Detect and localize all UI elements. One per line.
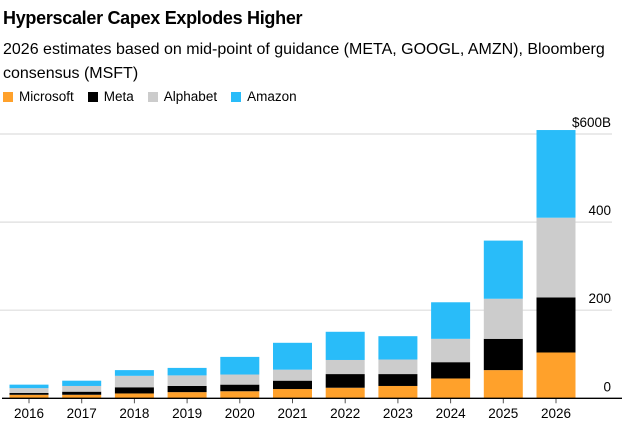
bar-segment [167,367,207,376]
bar-segment [325,331,365,360]
bar-segment [9,384,49,389]
x-tick-label: 2019 [172,406,202,421]
legend-swatch [231,91,242,102]
bar-segment [325,387,365,399]
x-tick-label: 2022 [330,406,360,421]
bar-segment [483,370,523,399]
legend-swatch [3,91,13,102]
x-tick-label: 2017 [67,406,97,421]
bar-segment [114,375,154,388]
y-tick-label: 0 [603,379,611,394]
bar-segment [9,394,49,399]
bar-segment [536,217,576,298]
bar-segment [536,130,576,218]
bar-segment [378,374,418,386]
legend-label: Meta [103,89,134,104]
legend-swatch [147,91,158,102]
bar-segment [325,374,365,388]
x-tick-label: 2016 [14,406,44,421]
bar-segment [167,375,207,386]
legend-label: Amazon [247,89,297,104]
bar-segment [62,391,102,395]
bar-segment [220,391,260,399]
bar-segment [220,356,260,375]
bar-segment [9,393,49,395]
legend-swatch [87,91,98,102]
bar-segment [273,342,312,370]
bar-segment [220,374,260,385]
x-tick-label: 2025 [488,406,518,421]
bar-segment [62,385,102,392]
y-tick-label: $600B [572,115,611,130]
x-tick-label: 2020 [225,406,255,421]
legend-item: Amazon [231,89,297,104]
legend-item: Alphabet [147,89,218,104]
bar-segment [431,338,471,363]
x-tick-label: 2023 [383,406,413,421]
bar-segment [9,388,49,394]
bar-segment [114,370,154,376]
bar-segment [114,387,154,394]
bar-segment [431,378,471,399]
bar-segment [167,385,207,393]
x-tick-label: 2018 [119,406,149,421]
bar-segment [536,352,576,399]
bar-segment [378,359,418,375]
legend-item: Microsoft [3,89,74,104]
bar-segment [167,392,207,399]
y-tick-label: 200 [588,291,611,306]
bar-segment [483,298,523,339]
bar-segment [536,297,576,353]
bar-segment [325,359,365,375]
bar-segment [483,240,523,299]
legend-label: Alphabet [163,89,218,104]
bar-segment [483,338,523,371]
legend-item: Meta [87,89,134,104]
bar-segment [220,384,260,392]
bar-segment [62,394,102,399]
chart-subtitle: 2026 estimates based on mid-point of gui… [3,41,605,82]
bar-segment [431,302,471,339]
legend: Microsoft Meta Alphabet Amazon [3,89,297,104]
bar-segment [378,336,418,360]
bar-segment [62,380,102,386]
bar-segment [378,385,418,399]
y-tick-label: 400 [588,203,611,218]
legend-label: Microsoft [19,89,74,104]
bar-segment [114,393,154,399]
x-tick-label: 2026 [541,406,571,421]
bar-segment [273,389,312,399]
bar-segment [273,369,312,381]
x-tick-label: 2021 [277,406,307,421]
x-tick-label: 2024 [436,406,467,421]
bar-segment [273,380,312,390]
chart-title: Hyperscaler Capex Explodes Higher [3,8,303,28]
bar-segment [431,362,471,379]
